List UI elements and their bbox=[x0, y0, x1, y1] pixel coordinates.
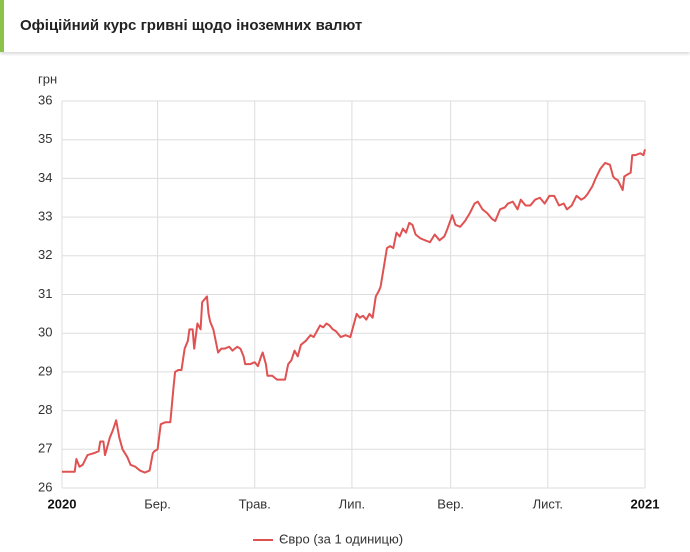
series-line bbox=[62, 149, 646, 474]
y-tick-label: 32 bbox=[38, 247, 52, 262]
x-tick-label: 2021 bbox=[631, 496, 660, 511]
y-tick-label: 26 bbox=[38, 479, 52, 494]
legend-label: Євро (за 1 одиницю) bbox=[279, 531, 403, 546]
x-tick-label: Вер. bbox=[437, 496, 464, 511]
header: Офіційний курс гривні щодо іноземних вал… bbox=[0, 0, 690, 52]
y-tick-label: 30 bbox=[38, 325, 52, 340]
y-tick-label: 27 bbox=[38, 441, 52, 456]
y-tick-label: 28 bbox=[38, 402, 52, 417]
y-tick-label: 35 bbox=[38, 131, 52, 146]
y-tick-label: 29 bbox=[38, 363, 52, 378]
x-tick-label: Лист. bbox=[533, 496, 563, 511]
y-tick-label: 34 bbox=[38, 170, 52, 185]
header-title: Офіційний курс гривні щодо іноземних вал… bbox=[20, 17, 363, 34]
y-tick-label: 36 bbox=[38, 92, 52, 107]
y-tick-label: 31 bbox=[38, 286, 52, 301]
x-tick-label: 2020 bbox=[48, 496, 77, 511]
x-tick-label: Бер. bbox=[144, 496, 171, 511]
y-tick-label: 33 bbox=[38, 209, 52, 224]
x-tick-label: Трав. bbox=[239, 496, 271, 511]
y-axis-label: грн bbox=[38, 71, 57, 86]
x-tick-label: Лип. bbox=[339, 496, 365, 511]
